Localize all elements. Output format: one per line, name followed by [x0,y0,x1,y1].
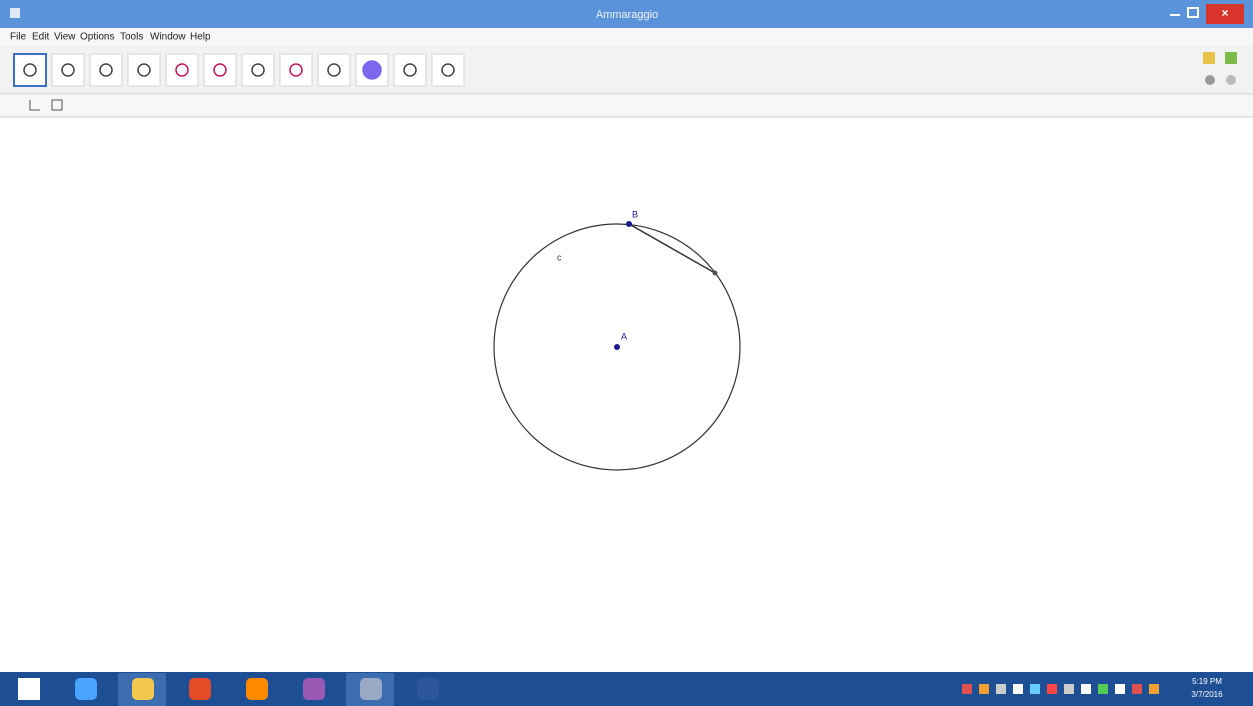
taskbar-app[interactable] [360,678,382,700]
menu-item[interactable]: Options [80,32,114,43]
taskbar-app[interactable] [417,678,439,700]
tray-icon[interactable] [1149,684,1159,694]
undo-button[interactable] [1203,52,1215,64]
screen: Ammaraggio × File Edit View Options Tools Win… [0,0,1253,706]
tray-icon[interactable] [996,684,1006,694]
point-on-circle[interactable] [713,271,718,276]
taskbar-app[interactable] [132,678,154,700]
taskbar-app[interactable] [303,678,325,700]
tray-icon[interactable] [1030,684,1040,694]
tool-button[interactable] [166,54,198,86]
menu: File Edit View Options Tools Window Help [10,32,211,43]
tool-icon [363,61,381,79]
menu-item[interactable]: Window [150,32,186,43]
tray-icon[interactable] [979,684,989,694]
tray-icon[interactable] [1132,684,1142,694]
tool-button[interactable] [394,54,426,86]
point-b[interactable] [626,221,632,227]
taskbar-app[interactable] [246,678,268,700]
redo-button[interactable] [1225,52,1237,64]
clock-date: 3/7/2016 [1191,690,1223,699]
tool-button[interactable] [318,54,350,86]
tray-icon[interactable] [1081,684,1091,694]
tool-button[interactable] [14,54,46,86]
tool-button[interactable] [52,54,84,86]
tool-button[interactable] [90,54,122,86]
close-glyph: × [1221,6,1228,20]
menu-item[interactable]: File [10,32,27,43]
tray-icon[interactable] [1064,684,1074,694]
tool-button[interactable] [204,54,236,86]
style-bar [0,95,1253,117]
graphics-view[interactable] [0,118,1253,672]
center-point[interactable] [614,344,620,350]
menu-item[interactable]: View [54,32,76,43]
menu-item[interactable]: Help [190,32,211,43]
taskbar-app[interactable] [189,678,211,700]
help-button[interactable] [1205,75,1215,85]
tool-button[interactable] [242,54,274,86]
center-label: A [621,331,627,341]
tray-icon[interactable] [1098,684,1108,694]
circle-label: c [557,252,562,262]
settings-button[interactable] [1226,75,1236,85]
app-icon [10,8,20,18]
tray-icon[interactable] [1115,684,1125,694]
taskbar-app[interactable] [75,678,97,700]
tray-icon[interactable] [1047,684,1057,694]
menu-item[interactable]: Tools [120,32,143,43]
tool-button[interactable] [432,54,464,86]
window-title: Ammaraggio [596,9,658,21]
page: Ammaraggio × File Edit View Options Tools Win… [0,0,1253,706]
menu-item[interactable]: Edit [32,32,49,43]
tool-button[interactable] [128,54,160,86]
point-label: B [632,209,638,219]
clock-time: 5:19 PM [1192,677,1222,686]
tray-icon[interactable] [1013,684,1023,694]
tool-button[interactable] [280,54,312,86]
tray-icon[interactable] [962,684,972,694]
taskbar-app[interactable] [18,678,40,700]
menu-bar [0,28,1253,46]
